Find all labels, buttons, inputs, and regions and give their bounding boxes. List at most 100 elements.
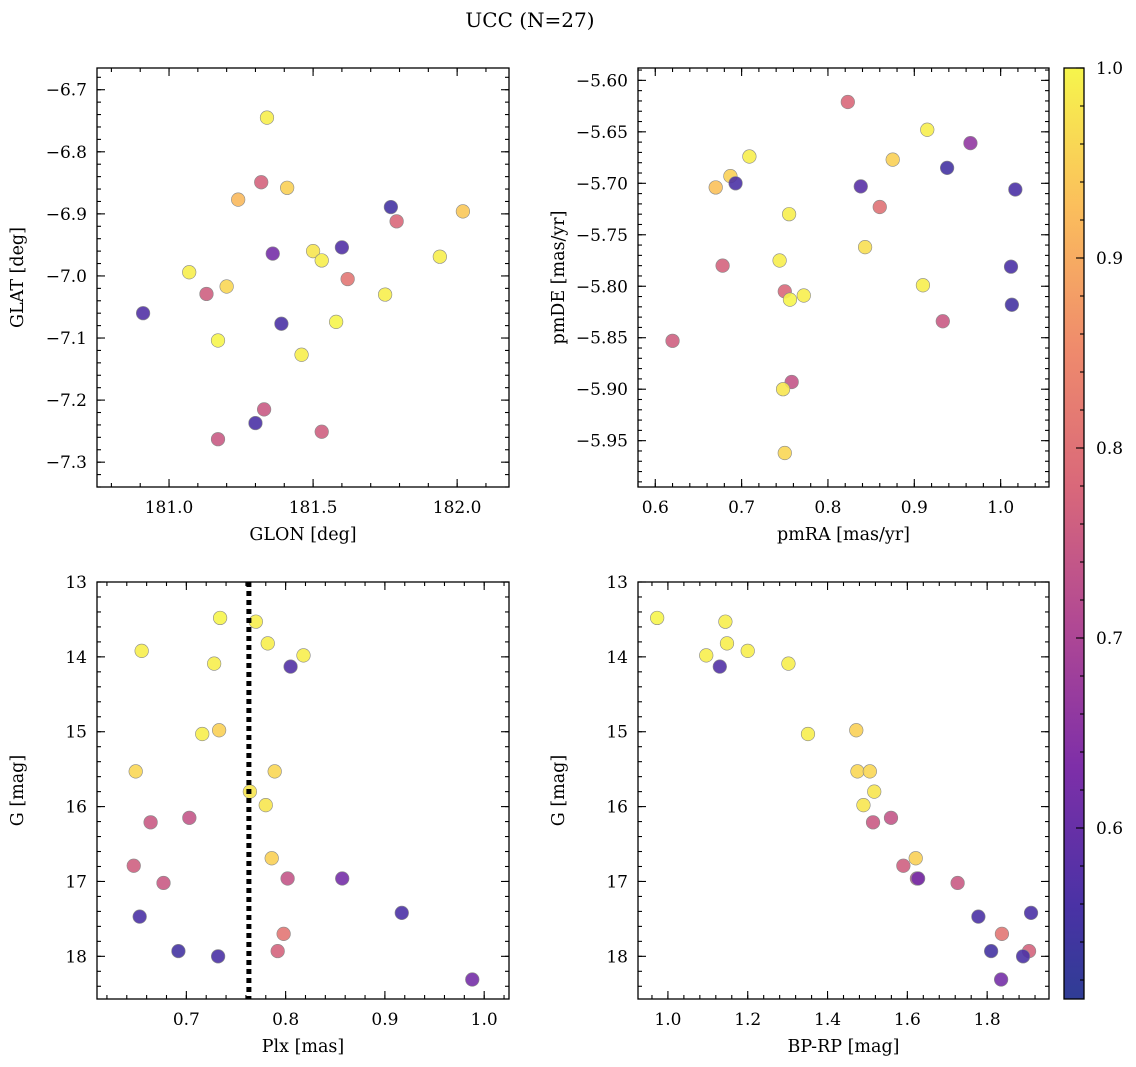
scatter-point <box>1015 949 1031 964</box>
scatter-point <box>283 659 298 674</box>
x-tick-label: 0.9 <box>371 1010 398 1030</box>
scatter-point <box>260 636 275 651</box>
x-tick-label: 0.9 <box>901 498 928 518</box>
scatter-point <box>935 314 950 329</box>
y-tick-label: −6.8 <box>46 143 87 163</box>
scatter-point <box>335 871 350 886</box>
scatter-point <box>699 648 714 663</box>
scatter-point <box>207 656 222 671</box>
scatter-point <box>1023 905 1039 921</box>
scatter-point <box>1008 182 1023 197</box>
colorbar: 0.6 0.7 0.8 0.9 1.0 <box>1063 59 1123 1000</box>
scatter-point <box>994 926 1010 941</box>
scatter-point <box>219 279 234 294</box>
figure-title: UCC (N=27) <box>465 8 594 32</box>
scatter-point <box>984 943 999 959</box>
scatter-point <box>920 122 935 137</box>
scatter-point <box>715 258 730 273</box>
scatter-point <box>728 176 743 191</box>
scatter-point <box>782 207 797 222</box>
scatter-point <box>305 244 321 259</box>
y-tick-label: 15 <box>65 723 87 743</box>
scatter-point <box>872 199 887 215</box>
scatter-point <box>389 214 404 229</box>
scatter-point <box>857 240 873 255</box>
colorbar-tick-label: 0.7 <box>1096 629 1123 649</box>
y-tick-label: 16 <box>606 798 628 818</box>
scatter-point <box>265 246 280 261</box>
scatter-point <box>280 871 295 886</box>
scatter-point <box>314 424 329 439</box>
y-tick-label: −5.65 <box>576 123 628 143</box>
colorbar-tick-label: 1.0 <box>1096 59 1123 79</box>
scatter-point <box>455 204 471 219</box>
scatter-point <box>840 94 855 110</box>
x-axis-label: GLON [deg] <box>249 525 356 545</box>
scatter-point <box>259 110 275 125</box>
y-tick-label: −5.60 <box>576 71 628 91</box>
scatter-point <box>314 253 329 268</box>
scatter-point <box>950 875 965 891</box>
scatter-point <box>896 858 911 873</box>
scatter-point <box>128 764 143 779</box>
panel-pmra-pmde: 0.6 0.7 0.8 0.9 1.0 −5.60 −5.65 −5.70 −5.75 −5.80… <box>549 67 1050 545</box>
scatter-point <box>257 402 272 417</box>
scatter-point <box>1004 297 1019 312</box>
scatter-point <box>719 636 735 651</box>
scatter-point <box>135 306 151 321</box>
scatter-point <box>340 271 355 287</box>
scatter-point <box>908 851 923 866</box>
y-tick-label: 17 <box>65 872 87 892</box>
x-tick-label: 1.6 <box>894 1010 921 1030</box>
scatter-point <box>329 314 344 329</box>
y-tick-label: −6.9 <box>46 205 87 225</box>
axes-frame <box>637 581 1050 1000</box>
y-tick-label: 13 <box>65 573 87 593</box>
x-tick-label: 1.0 <box>471 1010 498 1030</box>
scatter-point <box>781 656 796 671</box>
y-tick-label: −5.70 <box>576 174 628 194</box>
scatter-point <box>212 723 227 738</box>
scatter-point <box>856 797 871 813</box>
scatter-point <box>210 333 226 348</box>
y-tick-label: 14 <box>606 648 628 668</box>
scatter-point <box>280 180 295 195</box>
x-tick-label: 0.8 <box>814 498 841 518</box>
scatter-point <box>264 851 279 866</box>
scatter-point <box>182 265 197 280</box>
y-tick-label: −7.3 <box>46 453 87 473</box>
y-tick-label: 18 <box>606 947 628 967</box>
x-tick-label: 1.0 <box>654 1010 681 1030</box>
y-tick-label: −5.95 <box>576 432 628 452</box>
x-tick-label: 1.0 <box>987 498 1014 518</box>
scatter-point <box>885 152 900 167</box>
scatter-point <box>296 648 311 663</box>
scatter-point <box>865 815 881 830</box>
scatter-point <box>334 240 349 255</box>
scatter-point <box>782 292 798 307</box>
y-tick-label: 17 <box>606 872 628 892</box>
scatter-point <box>267 764 282 779</box>
panel-bprp-g: 1.0 1.2 1.4 1.6 1.8 13 14 15 16 17 18 BP-RP [mag] G … <box>549 573 1050 1057</box>
scatter-point <box>134 643 149 658</box>
scatter-point <box>849 723 864 738</box>
x-axis-label: BP-RP [mag] <box>788 1037 900 1057</box>
x-tick-label: 181.0 <box>145 498 194 518</box>
scatter-point <box>378 287 393 302</box>
scatter-point <box>772 253 787 268</box>
x-tick-label: 1.2 <box>734 1010 761 1030</box>
y-tick-label: 13 <box>606 573 628 593</box>
axes-frame <box>96 67 510 488</box>
y-tick-label: −5.85 <box>576 329 628 349</box>
scatter-point <box>465 972 480 987</box>
scatter-point <box>971 909 986 924</box>
x-tick-label: 0.7 <box>728 498 755 518</box>
scatter-point <box>383 199 398 215</box>
scatter-point <box>432 249 447 264</box>
scatter-point <box>963 136 978 151</box>
y-tick-label: 14 <box>65 648 87 668</box>
axes-frame <box>637 67 1050 488</box>
colorbar-gradient <box>1064 68 1084 999</box>
y-tick-label: −6.7 <box>46 81 87 101</box>
